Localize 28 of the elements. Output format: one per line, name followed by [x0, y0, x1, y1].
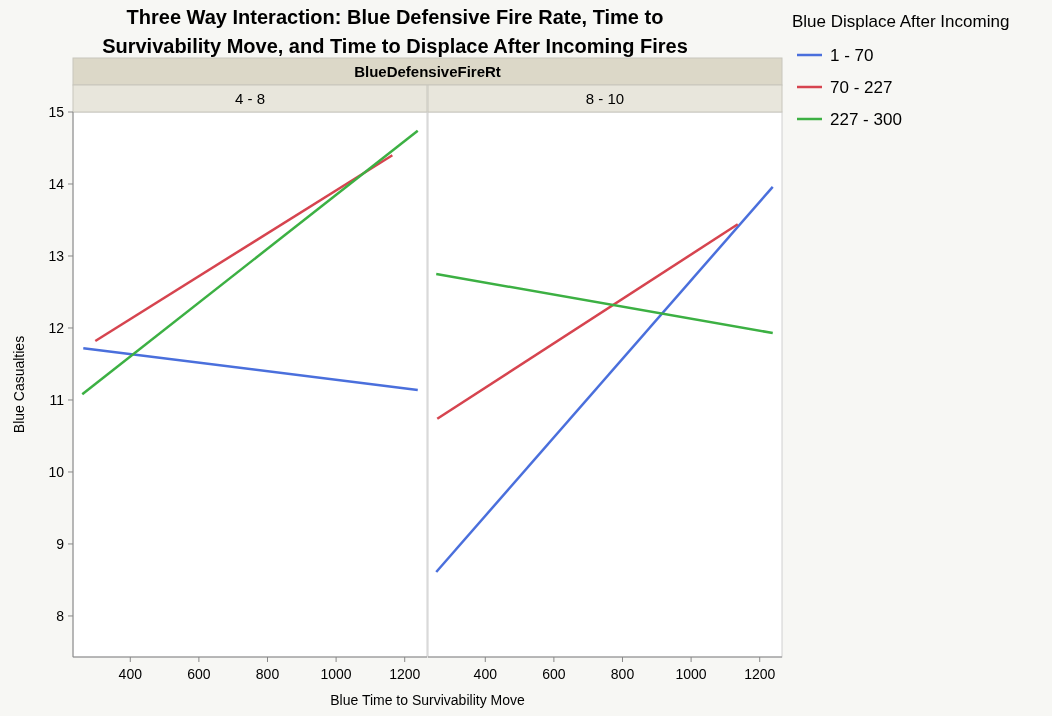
x-tick-label: 400: [473, 666, 498, 682]
text: 4 - 8: [234, 90, 266, 107]
chart-title: Three Way Interaction: Blue Defensive Fire Rate, Time to Survivability Move, and Time to Displace After Incoming Fires: [102, 6, 688, 57]
y-tick-label: 9: [56, 535, 65, 552]
legend-title: Blue Displace After Incoming: [792, 12, 1010, 31]
y-axis-title: Blue Casualties: [11, 335, 27, 434]
y-tick-label: 15: [48, 104, 65, 120]
y-tick-label: 12: [48, 319, 65, 336]
x-tick-label: 800: [610, 666, 635, 682]
x-tick-label: 1200: [389, 666, 421, 682]
x-axis-title: Blue Time to Survivability Move: [330, 692, 525, 708]
x-tick-label: 400: [118, 666, 143, 682]
legend-label: 227 - 300: [830, 110, 902, 129]
y-tick-label: 11: [49, 391, 65, 408]
legend-label: 70 - 227: [830, 78, 893, 97]
x-tick-label: 1200: [744, 666, 776, 682]
x-tick-label: 1000: [675, 666, 707, 682]
legend-label: 1 - 70: [830, 46, 874, 65]
x-tick-label: 600: [187, 666, 211, 682]
y-tick-label: 13: [48, 247, 65, 264]
y-tick-label: 10: [48, 463, 65, 480]
x-tick-label: 800: [255, 666, 280, 682]
chart-subtitle: BlueDefensiveFireRt: [354, 63, 501, 80]
text: 8 - 10: [585, 90, 625, 107]
y-tick-label: 14: [48, 175, 65, 192]
y-tick-label: 8: [56, 607, 65, 624]
x-tick-label: 600: [542, 666, 566, 682]
x-tick-label: 1000: [320, 666, 352, 682]
